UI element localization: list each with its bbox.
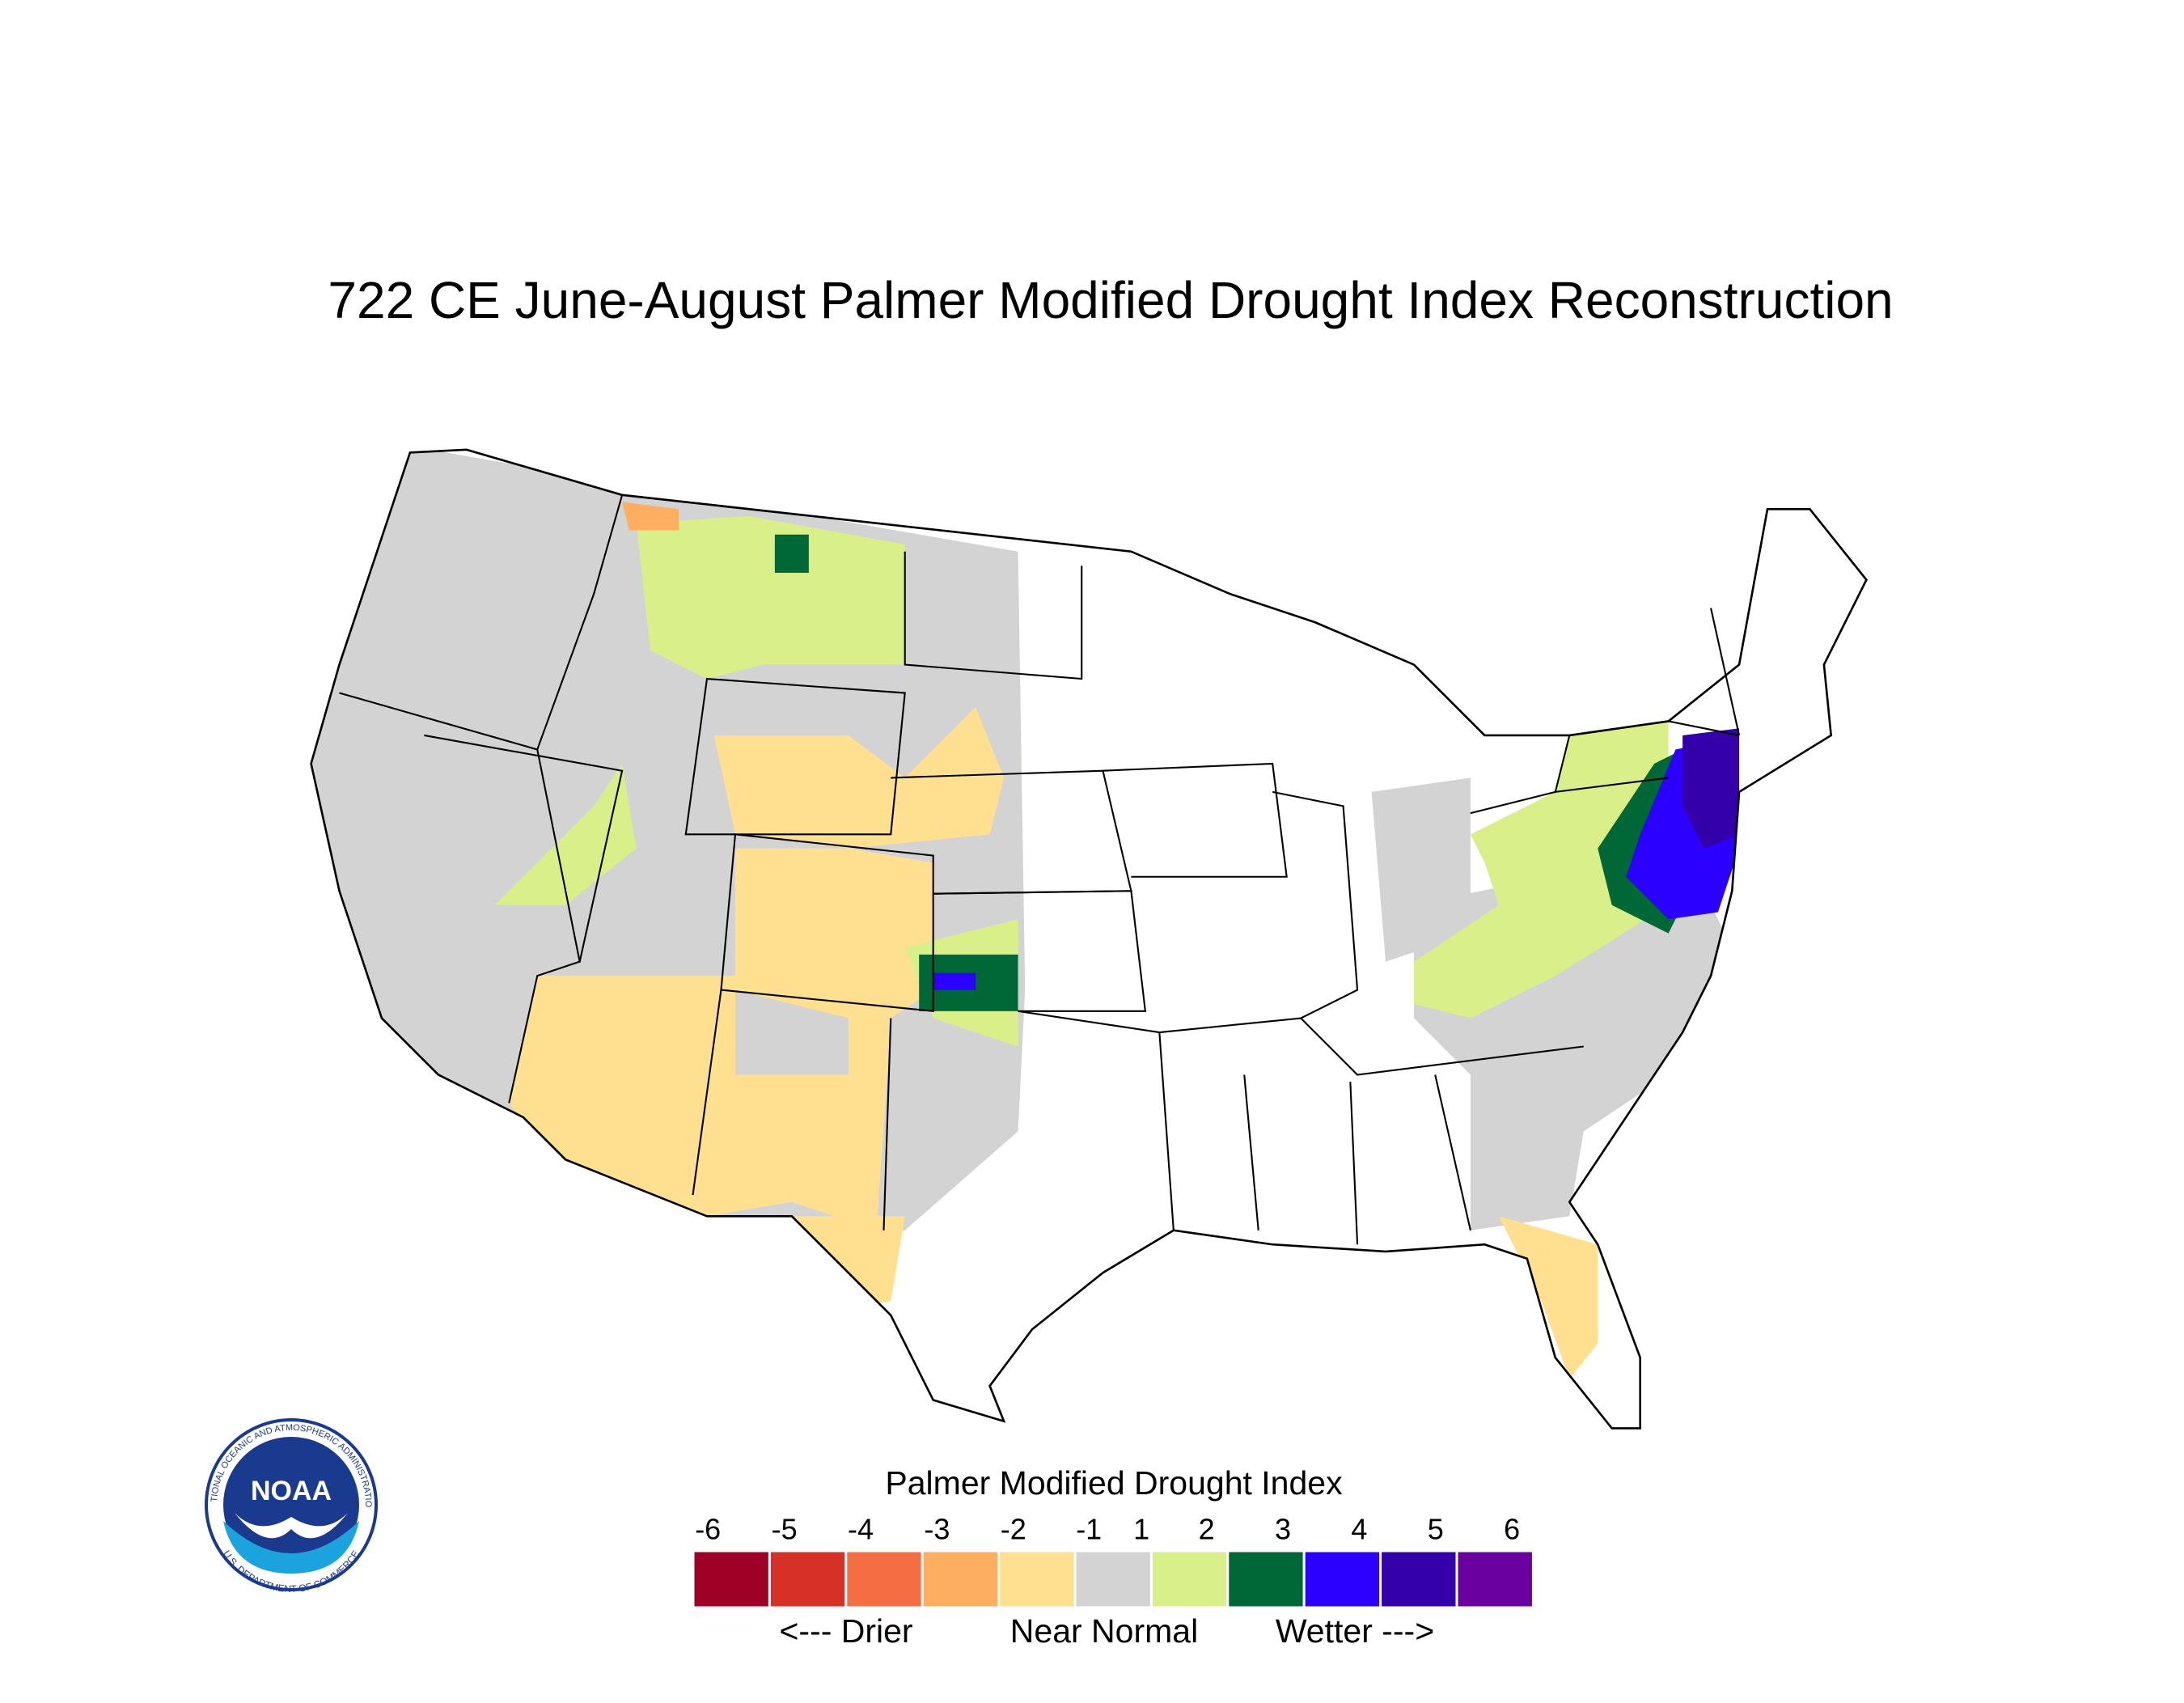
region (636, 516, 905, 680)
logo-name: NOAA (251, 1476, 332, 1506)
region (509, 848, 933, 1231)
state-borders (339, 494, 1741, 1245)
region (774, 534, 809, 573)
legend-label: <--- Drier (779, 1612, 912, 1650)
region (1498, 1216, 1598, 1379)
legend-swatch (1379, 1549, 1458, 1609)
legend-swatch (692, 1549, 771, 1609)
legend-tick-label: -1 (1076, 1513, 1102, 1546)
legend-swatch (768, 1549, 848, 1609)
logo-disc (223, 1437, 359, 1573)
region (1682, 728, 1740, 849)
region (622, 502, 679, 531)
pmdi-field (311, 449, 1740, 1379)
logo-bird (235, 1513, 348, 1539)
legend-tick-label: 6 (1504, 1513, 1520, 1546)
map (310, 448, 1868, 1430)
legend-swatch (997, 1549, 1077, 1609)
legend: -6 -5 -4 -3 -2 -1 1 2 3 4 5 6 <--- Drier Near Normal W… (692, 1513, 1534, 1650)
title: 722 CE June-August Palmer Modified Droug… (328, 271, 1893, 329)
legend-swatch (844, 1549, 924, 1609)
legend-title: Palmer Modified Drought Index (885, 1464, 1343, 1502)
logo-wave (223, 1521, 359, 1574)
legend-tick-label: -4 (848, 1513, 874, 1546)
region (933, 972, 976, 990)
legend-tick-label: -2 (1001, 1513, 1026, 1546)
legend-tick-label: 3 (1275, 1513, 1291, 1546)
legend-tick-label: -6 (695, 1513, 721, 1546)
legend-swatch (1455, 1549, 1534, 1609)
legend-label: Wetter ---> (1276, 1612, 1434, 1650)
legend-swatch (921, 1549, 1001, 1609)
legend-swatch (1073, 1549, 1153, 1609)
legend-tick-label: -3 (924, 1513, 950, 1546)
region (1414, 721, 1669, 1019)
legend-tick-label: 5 (1428, 1513, 1444, 1546)
legend-tick-label: 1 (1133, 1513, 1149, 1546)
legend-label: Near Normal (1010, 1612, 1198, 1650)
legend-tick-label: -5 (772, 1513, 798, 1546)
legend-swatch (1302, 1549, 1382, 1609)
region (713, 707, 1005, 849)
legend-swatch (1226, 1549, 1306, 1609)
legend-tick-label: 4 (1351, 1513, 1367, 1546)
legend-tick-label: 2 (1199, 1513, 1215, 1546)
legend-swatch (1149, 1549, 1230, 1609)
